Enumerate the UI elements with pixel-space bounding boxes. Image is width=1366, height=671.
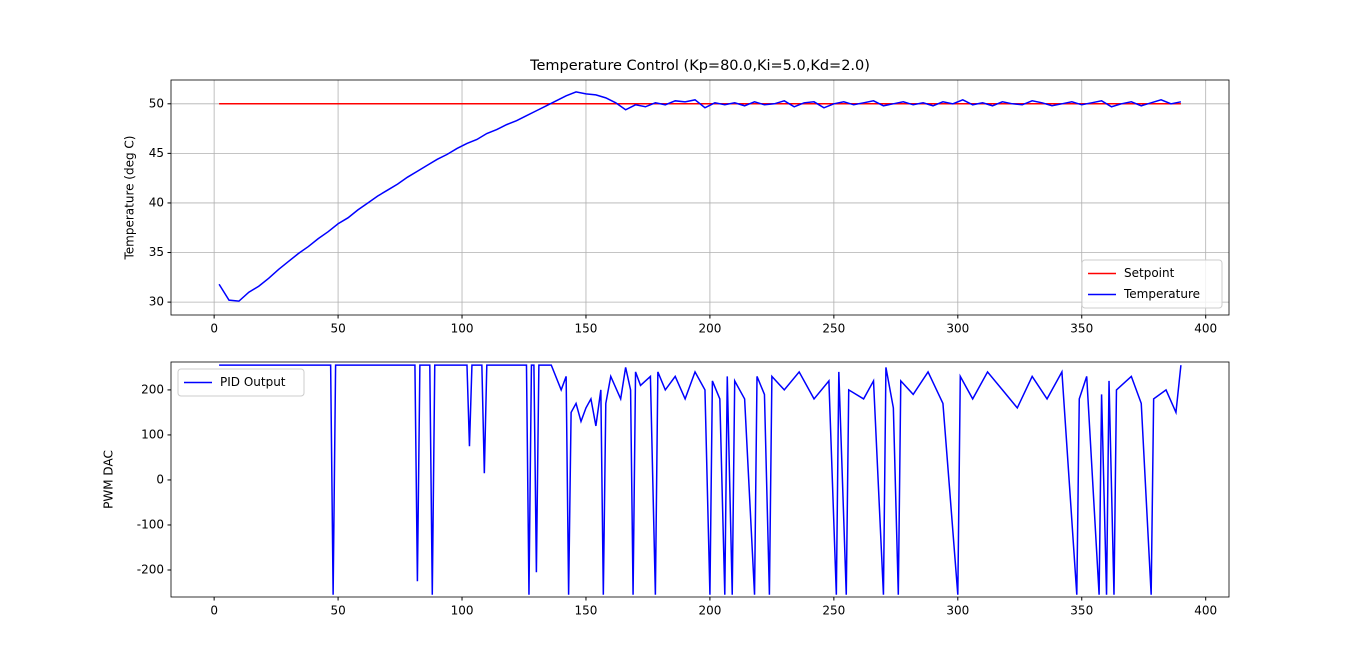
y-tick-label: 50 <box>149 96 164 110</box>
plot-frame <box>170 79 1230 316</box>
x-tick-label: 250 <box>822 322 845 336</box>
x-tick-label: 200 <box>698 604 721 618</box>
x-tick-label: 200 <box>698 322 721 336</box>
legend-box <box>1081 259 1223 309</box>
legend-label: Setpoint <box>1124 266 1175 280</box>
legend-box <box>177 368 305 397</box>
line-series <box>218 91 1182 302</box>
x-tick-label: 100 <box>451 322 474 336</box>
y-tick-label: -200 <box>137 562 164 576</box>
x-tick-label: 350 <box>1070 322 1093 336</box>
y-tick-label: 30 <box>149 295 164 309</box>
legend: PID Output <box>177 368 305 397</box>
y-axis-label: Temperature (deg C) <box>123 135 137 260</box>
chart-title: Temperature Control (Kp=80.0,Ki=5.0,Kd=2… <box>529 58 870 74</box>
legend-label: Temperature <box>1123 287 1200 301</box>
legend-label: PID Output <box>220 375 286 389</box>
y-tick-label: 35 <box>149 245 164 259</box>
x-tick-label: 150 <box>575 604 598 618</box>
x-tick-label: 350 <box>1070 604 1093 618</box>
x-tick-label: 400 <box>1194 322 1217 336</box>
subplot: PWM DAC 0 50 100 150 200 250 300 350 400 -200 -100 0… <box>102 361 1230 618</box>
plot-frame <box>170 361 1230 598</box>
y-tick-label: -100 <box>137 517 164 531</box>
x-tick-label: 300 <box>946 604 969 618</box>
y-tick-label: 0 <box>156 472 164 486</box>
x-tick-label: 150 <box>575 322 598 336</box>
subplot: Temperature Control (Kp=80.0,Ki=5.0,Kd=2… <box>123 58 1230 336</box>
y-tick-label: 40 <box>149 195 164 209</box>
y-tick-label: 200 <box>141 382 164 396</box>
x-tick-label: 400 <box>1194 604 1217 618</box>
y-tick-label: 100 <box>141 427 164 441</box>
x-tick-label: 250 <box>822 604 845 618</box>
x-tick-label: 0 <box>210 322 218 336</box>
legend: Setpoint Temperature <box>1081 259 1223 309</box>
y-tick-label: 45 <box>149 146 164 160</box>
y-axis-label: PWM DAC <box>102 450 116 509</box>
x-tick-label: 50 <box>330 322 345 336</box>
x-tick-label: 100 <box>451 604 474 618</box>
line-series <box>219 364 1182 595</box>
x-tick-label: 0 <box>210 604 218 618</box>
x-tick-label: 50 <box>330 604 345 618</box>
x-tick-label: 300 <box>946 322 969 336</box>
